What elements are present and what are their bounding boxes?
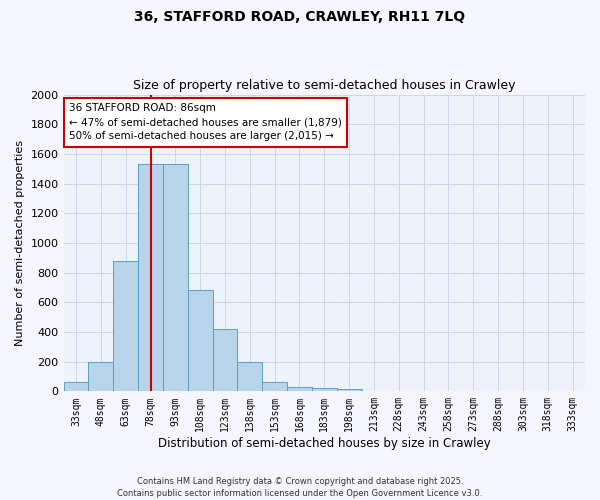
X-axis label: Distribution of semi-detached houses by size in Crawley: Distribution of semi-detached houses by … bbox=[158, 437, 491, 450]
Bar bbox=[312, 388, 337, 392]
Bar bbox=[238, 362, 262, 392]
Text: 36, STAFFORD ROAD, CRAWLEY, RH11 7LQ: 36, STAFFORD ROAD, CRAWLEY, RH11 7LQ bbox=[134, 10, 466, 24]
Bar bbox=[212, 329, 238, 392]
Text: Contains HM Land Registry data © Crown copyright and database right 2025.
Contai: Contains HM Land Registry data © Crown c… bbox=[118, 476, 482, 498]
Bar bbox=[337, 388, 362, 392]
Bar bbox=[163, 164, 188, 392]
Bar bbox=[113, 261, 138, 392]
Bar bbox=[64, 382, 88, 392]
Bar bbox=[138, 164, 163, 392]
Text: 36 STAFFORD ROAD: 86sqm
← 47% of semi-detached houses are smaller (1,879)
50% of: 36 STAFFORD ROAD: 86sqm ← 47% of semi-de… bbox=[69, 104, 341, 142]
Title: Size of property relative to semi-detached houses in Crawley: Size of property relative to semi-detach… bbox=[133, 79, 515, 92]
Bar bbox=[262, 382, 287, 392]
Y-axis label: Number of semi-detached properties: Number of semi-detached properties bbox=[15, 140, 25, 346]
Bar bbox=[188, 290, 212, 392]
Bar bbox=[287, 387, 312, 392]
Bar bbox=[88, 362, 113, 392]
